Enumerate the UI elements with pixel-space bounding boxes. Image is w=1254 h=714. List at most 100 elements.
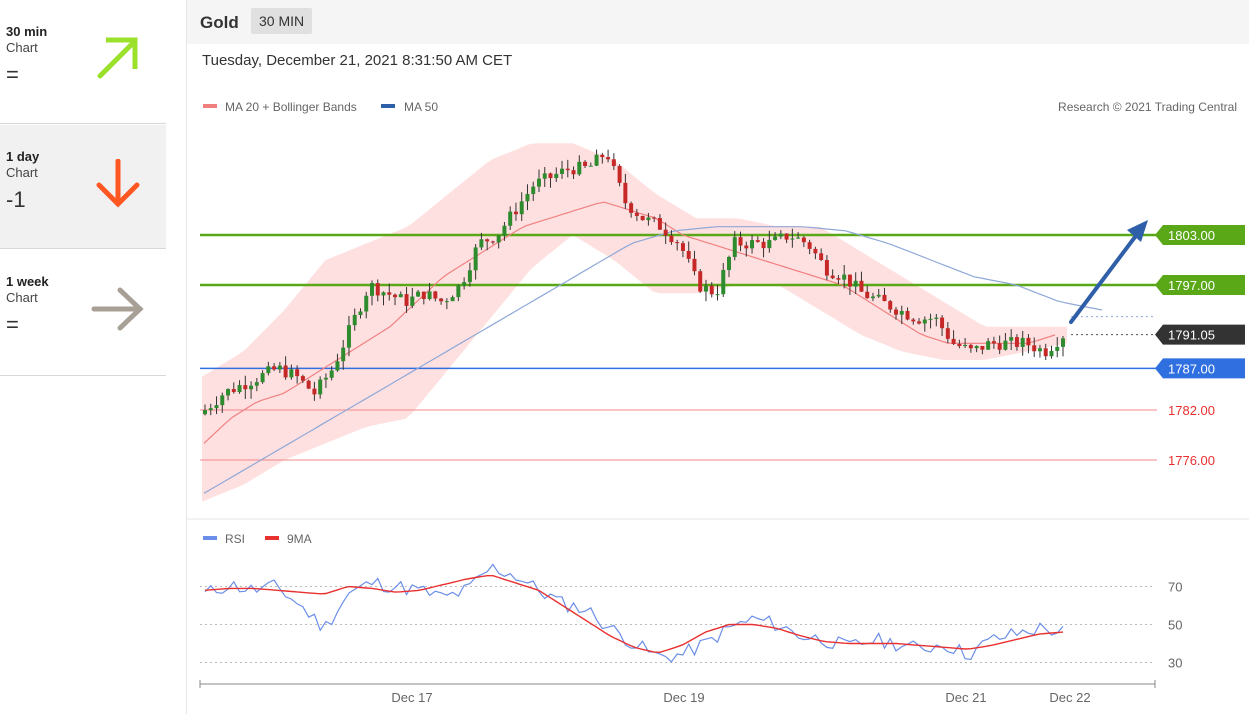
candle-body bbox=[778, 233, 783, 237]
candle-body bbox=[669, 235, 674, 243]
candle-body bbox=[306, 380, 311, 389]
sidebar-item-1day[interactable]: 1 day Chart -1 bbox=[0, 125, 166, 249]
candle-body bbox=[680, 243, 685, 251]
level-tag-1787.00 bbox=[1155, 358, 1245, 379]
candle-body bbox=[675, 242, 680, 244]
ma9-legend-label: 9MA bbox=[287, 532, 312, 546]
candle-body bbox=[611, 159, 616, 167]
candle-body bbox=[894, 309, 899, 315]
candle-body bbox=[1003, 340, 1008, 350]
candle-body bbox=[266, 366, 271, 374]
candle-body bbox=[657, 218, 662, 230]
level-label-1803.00: 1803.00 bbox=[1168, 228, 1215, 243]
sidebar-item-value: = bbox=[6, 62, 19, 87]
candle-body bbox=[358, 311, 363, 315]
candle-body bbox=[220, 395, 225, 406]
candle-body bbox=[560, 168, 565, 174]
candle-body bbox=[444, 301, 449, 303]
candle-body bbox=[571, 170, 576, 175]
candle-body bbox=[381, 292, 386, 296]
candle-body bbox=[583, 161, 588, 166]
candle-body bbox=[393, 294, 398, 298]
candle-body bbox=[519, 201, 524, 215]
x-tick-label: Dec 21 bbox=[945, 690, 986, 705]
candle-body bbox=[387, 292, 392, 295]
candle-body bbox=[536, 178, 541, 187]
x-tick-label: Dec 22 bbox=[1049, 690, 1090, 705]
candle-body bbox=[876, 294, 881, 297]
chart-header: Gold 30 MIN bbox=[187, 0, 1249, 44]
candle-body bbox=[577, 161, 582, 175]
candle-body bbox=[277, 365, 282, 370]
candle-body bbox=[508, 211, 513, 226]
candle-body bbox=[421, 291, 426, 300]
candle-body bbox=[646, 217, 651, 221]
candle-body bbox=[479, 239, 484, 248]
candle-body bbox=[634, 212, 639, 216]
candle-body bbox=[928, 318, 933, 320]
ma9-legend-swatch bbox=[265, 536, 279, 540]
candle-body bbox=[945, 328, 950, 339]
sidebar-item-period: 1 week bbox=[6, 274, 49, 289]
up-right-arrow-icon bbox=[97, 37, 138, 79]
candle-body bbox=[485, 239, 490, 242]
ma20-legend-swatch bbox=[203, 104, 217, 108]
candle-body bbox=[824, 259, 829, 276]
price-chart-svg[interactable]: MA 20 + Bollinger Bands MA 50 Research ©… bbox=[187, 0, 1249, 714]
candle-body bbox=[917, 321, 922, 324]
level-label-1797.00: 1797.00 bbox=[1168, 278, 1215, 293]
candle-body bbox=[1014, 337, 1019, 347]
candle-body bbox=[865, 291, 870, 299]
candle-body bbox=[842, 274, 847, 280]
copyright-label: Research © 2021 Trading Central bbox=[1058, 100, 1237, 114]
candle-body bbox=[709, 285, 714, 295]
candle-body bbox=[600, 154, 605, 158]
candle-body bbox=[1032, 345, 1037, 352]
forecast-arrow bbox=[1069, 220, 1148, 324]
candle-body bbox=[847, 274, 852, 287]
candle-body bbox=[439, 298, 444, 302]
candle-body bbox=[335, 361, 340, 371]
candle-body bbox=[312, 388, 317, 395]
timeframe-badge[interactable]: 30 MIN bbox=[251, 8, 313, 34]
candle-body bbox=[623, 182, 628, 204]
candle-body bbox=[588, 165, 593, 167]
sidebar-item-period: 1 day bbox=[6, 149, 40, 164]
candle-body bbox=[318, 379, 323, 395]
candle-body bbox=[260, 373, 265, 383]
candle-body bbox=[767, 239, 772, 249]
candle-body bbox=[773, 236, 778, 240]
sidebar-item-30min[interactable]: 30 min Chart = bbox=[0, 0, 166, 124]
candle-body bbox=[715, 294, 720, 296]
candle-body bbox=[433, 291, 438, 299]
candle-body bbox=[346, 325, 351, 348]
candle-body bbox=[853, 280, 858, 287]
rsi-ma-line bbox=[204, 575, 1064, 654]
candle-body bbox=[755, 240, 760, 242]
sidebar-item-period: 30 min bbox=[6, 24, 48, 39]
candle-body bbox=[830, 275, 835, 279]
candle-body bbox=[226, 389, 231, 396]
candle-body bbox=[951, 338, 956, 344]
candle-body bbox=[963, 344, 968, 347]
sidebar-item-value: -1 bbox=[6, 187, 26, 212]
candle-body bbox=[888, 301, 893, 310]
rsi-legend-label: RSI bbox=[225, 532, 245, 546]
candle-body bbox=[750, 240, 755, 249]
candle-body bbox=[819, 253, 824, 260]
candle-body bbox=[882, 294, 887, 302]
candle-body bbox=[231, 389, 236, 393]
candle-body bbox=[352, 314, 357, 326]
candle-body bbox=[416, 291, 421, 297]
level-tag-1797.00 bbox=[1155, 275, 1245, 295]
sidebar-item-1week[interactable]: 1 week Chart = bbox=[0, 250, 166, 376]
candle-body bbox=[404, 294, 409, 306]
x-tick-label: Dec 17 bbox=[391, 690, 432, 705]
sidebar-item-sub: Chart bbox=[6, 290, 38, 305]
candle-body bbox=[813, 248, 818, 254]
candle-body bbox=[692, 258, 697, 272]
candle-body bbox=[991, 341, 996, 344]
candle-body bbox=[473, 247, 478, 271]
rsi-tick-70: 70 bbox=[1168, 580, 1182, 595]
candle-body bbox=[462, 282, 467, 286]
